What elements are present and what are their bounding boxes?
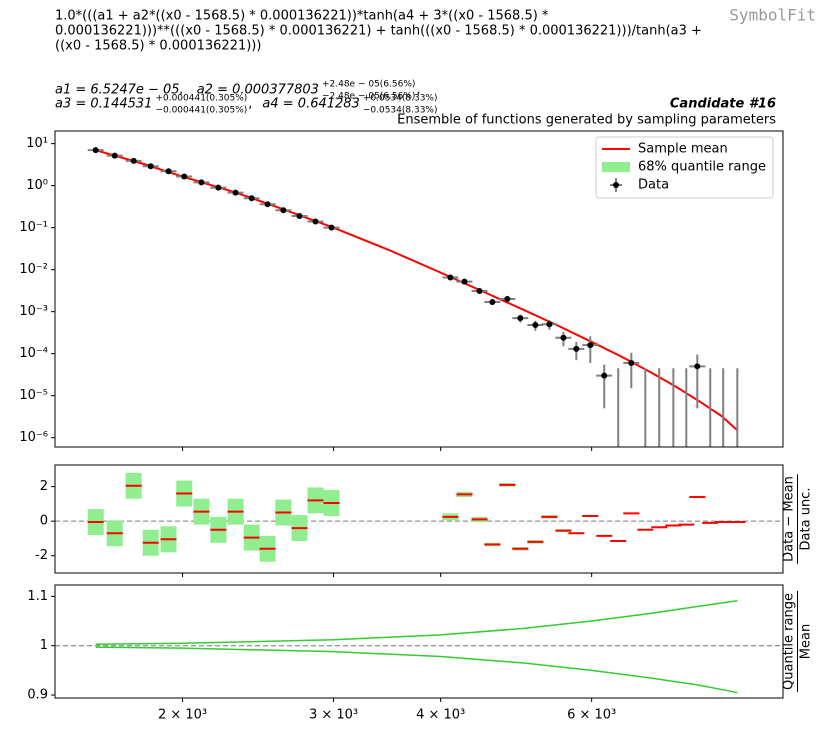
axes-frame [54,464,784,574]
plot-area [55,600,783,694]
data-point [517,315,524,322]
data-point [130,157,137,164]
mean-curve [95,149,738,432]
x-tick-label: 2 × 10³ [158,708,207,723]
y-tick-label: 10⁻⁴ [19,346,48,361]
y-tick-label: 0 [40,514,48,529]
parameter: a4 = 0.641283 [262,97,359,112]
y-tick-label: 10¹ [26,136,48,151]
y-tick-label: 10⁻² [19,262,48,277]
data-point [489,298,496,305]
legend-label: Sample mean [638,142,728,157]
x-tick-label: 3 × 10³ [309,708,358,723]
data-point [312,218,319,225]
parameter-minus: −2.48e − 05(6.56%) [322,92,415,102]
data-point [111,152,118,159]
legend-label: 68% quantile range [638,160,766,175]
formula-line: 1.0*(((a1 + a2*((x0 - 1568.5) * 0.000136… [55,9,549,24]
parameter-suffix: , [416,83,420,98]
data-point [504,296,511,303]
y-tick-label: 10⁰ [26,178,48,193]
parameter-suffix: , [248,97,252,112]
parameter-plus: +0.000441(0.305%) [155,94,247,104]
y-label-denominator: Data unc. [799,488,814,551]
legend-box [595,136,774,199]
formula-line: 0.000136221)))**(((x0 - 1568.5) * 0.0001… [55,24,702,39]
parameter-plus: +0.0534(8.33%) [363,94,438,104]
parameter: a1 = 6.5247e − 05, [55,83,184,98]
data-point [628,359,635,366]
data-point [248,195,255,202]
x-tick-label: 4 × 10³ [416,708,465,723]
candidate: Candidate #16 [670,97,776,112]
subtitle: Ensemble of functions generated by sampl… [397,113,776,128]
data-point [198,179,205,186]
y-tick-label: 1.1 [27,589,48,604]
data-point [587,342,594,349]
data-point [232,189,239,196]
parameter: a2 = 0.000377803 [197,83,319,98]
data-point [181,173,188,180]
data-point [476,288,483,295]
data-point [264,201,271,208]
data-point [601,372,608,379]
x-tick-label: 6 × 10³ [567,708,616,723]
data-point [532,322,539,329]
axes-frame [54,130,784,448]
quantile-lower [95,646,738,694]
data-point [165,168,172,175]
plot-area [87,147,739,447]
quantile-upper [95,600,738,645]
watermark: SymbolFit [729,6,816,25]
data-point [215,184,222,191]
data-point [461,278,468,285]
legend-swatch [602,162,630,172]
legend-swatch [613,182,619,188]
y-tick-label: 1 [40,638,48,653]
data-point [147,163,154,170]
parameter: a3 = 0.144531 [55,97,152,112]
y-label-denominator: Mean [799,624,814,659]
data-point [447,274,454,281]
y-tick-label: 10⁻³ [19,304,48,319]
parameter-plus: +2.48e − 05(6.56%) [322,80,415,90]
parameter-minus: −0.000441(0.305%) [155,106,247,116]
formula-line: ((x0 - 1568.5) * 0.000136221))) [55,39,261,54]
data-point [280,207,287,214]
y-tick-label: 0.9 [27,688,48,703]
axes-frame [54,584,784,699]
y-tick-label: 2 [40,479,48,494]
y-tick-label: 10⁻⁶ [19,430,48,445]
legend-label: Data [638,178,669,193]
data-point [546,321,553,328]
data-point [296,212,303,219]
data-point [560,334,567,341]
parameter-minus: −0.0534(8.33%) [363,106,438,116]
data-point [573,345,580,352]
y-tick-label: 10⁻⁵ [19,388,48,403]
plot-area [55,472,783,562]
y-label-numerator: Quantile range [782,593,797,690]
y-label-numerator: Data − Mean [782,476,797,562]
data-point [328,224,335,231]
data-point [694,363,701,370]
y-tick-label: 10⁻¹ [19,220,48,235]
data-point [92,147,99,154]
y-tick-label: -2 [35,548,48,563]
